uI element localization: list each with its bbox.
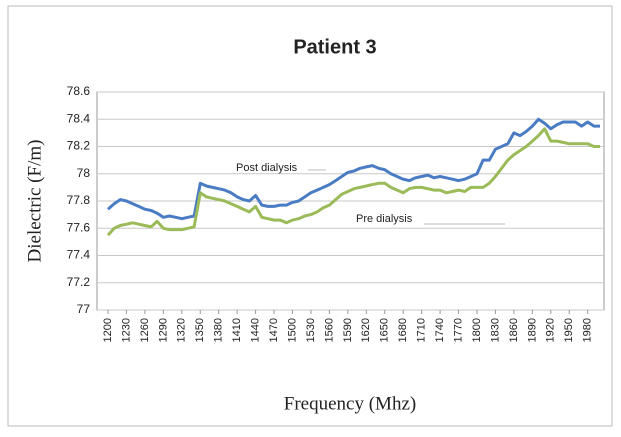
x-tick-label: 1800 — [471, 318, 483, 342]
x-tick-label: 1830 — [489, 318, 501, 342]
x-tick-label: 1770 — [452, 318, 464, 342]
x-tick-label: 1260 — [139, 318, 151, 342]
x-tick-label: 1440 — [250, 318, 262, 342]
x-tick-label: 1560 — [323, 318, 335, 342]
x-tick-label: 1620 — [360, 318, 372, 342]
x-tick-label: 1380 — [213, 318, 225, 342]
x-tick-label: 1290 — [157, 318, 169, 342]
y-tick-label: 77.6 — [67, 220, 91, 234]
y-tick-label: 78.4 — [67, 111, 91, 125]
x-tick-label: 1230 — [120, 318, 132, 342]
x-tick-label: 1920 — [545, 318, 557, 342]
series-label: Post dialysis — [236, 162, 298, 174]
chart-title: Patient 3 — [293, 36, 376, 58]
line-series — [106, 127, 600, 237]
y-tick-label: 77.2 — [67, 275, 91, 289]
x-tick-label: 1320 — [176, 318, 188, 342]
x-tick-label: 1740 — [434, 318, 446, 342]
series-label: Pre dialysis — [356, 213, 413, 225]
x-tick-label: 1350 — [194, 318, 206, 342]
y-tick-label: 78 — [77, 166, 91, 180]
x-tick-label: 1950 — [563, 318, 575, 342]
y-tick-label: 77 — [77, 302, 91, 316]
y-tick-label: 78.6 — [67, 84, 91, 98]
x-tick-label: 1890 — [526, 318, 538, 342]
y-tick-label: 77.4 — [67, 248, 91, 262]
x-tick-label: 1860 — [508, 318, 520, 342]
y-tick-label: 78.2 — [67, 139, 91, 153]
line-series — [107, 117, 600, 221]
x-tick-label: 1680 — [397, 318, 409, 342]
x-tick-label: 1200 — [102, 318, 114, 342]
x-tick-label: 1590 — [342, 318, 354, 342]
x-tick-label: 1530 — [305, 318, 317, 342]
x-tick-label: 1500 — [286, 318, 298, 342]
x-tick-label: 1470 — [268, 318, 280, 342]
x-tick-label: 1980 — [582, 318, 594, 342]
x-tick-label: 1710 — [416, 318, 428, 342]
x-axis-title: Frequency (Mhz) — [284, 393, 416, 414]
x-tick-label: 1410 — [231, 318, 243, 342]
x-tick-label: 1650 — [379, 318, 391, 342]
y-tick-label: 77.8 — [67, 193, 91, 207]
y-axis-title: Dielectric (F/m) — [24, 140, 45, 263]
